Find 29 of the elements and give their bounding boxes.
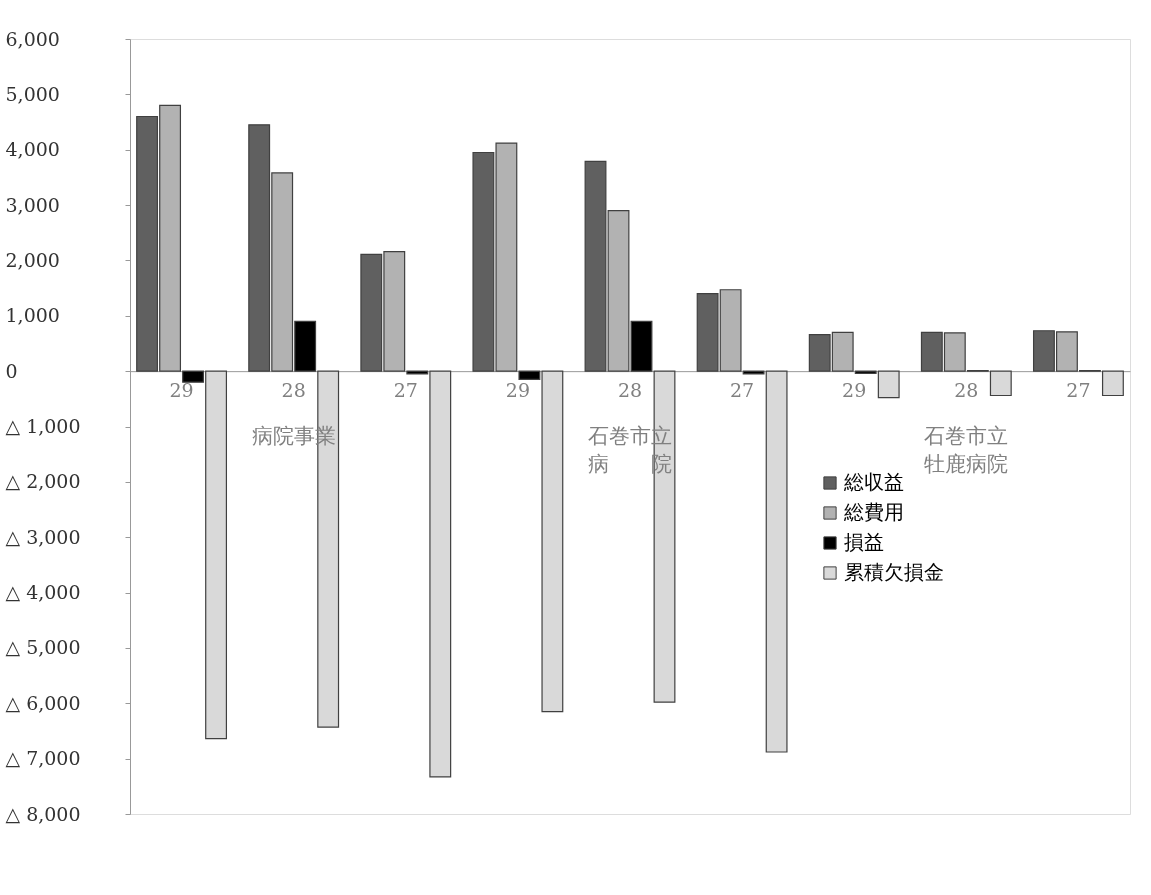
y-tick-label: 3,000 — [5, 193, 60, 216]
y-tick-label: △ 3,000 — [5, 525, 81, 548]
x-tick-label: 29 — [505, 378, 530, 401]
legend-label: 累積欠損金 — [844, 560, 944, 584]
y-tick-label: △ 6,000 — [5, 691, 81, 714]
y-tick-label: 1,000 — [5, 304, 60, 327]
y-tick-label: △ 4,000 — [5, 581, 81, 604]
legend-label: 総費用 — [843, 500, 904, 524]
y-tick-label: 5,000 — [5, 82, 60, 105]
y-tick-label: 4,000 — [5, 138, 60, 161]
y-tick-label: △ 1,000 — [5, 415, 81, 437]
x-tick-label: 27 — [1066, 378, 1091, 401]
x-tick-label: 27 — [393, 378, 418, 401]
x-tick-label: 28 — [617, 378, 643, 401]
annotation: 石巻市立牡鹿病院 — [924, 424, 1009, 477]
x-tick-label: 28 — [954, 378, 979, 401]
y-tick-label: △ 2,000 — [5, 470, 81, 493]
y-tick-label: △ 8,000 — [5, 802, 81, 825]
legend-label: 総収益 — [843, 470, 904, 494]
legend-label: 損益 — [844, 530, 884, 554]
y-tick-label: 2,000 — [5, 248, 60, 271]
y-tick-label: △ 7,000 — [5, 747, 81, 770]
x-tick-label: 28 — [281, 378, 306, 401]
y-tick-label: △ 5,000 — [5, 636, 81, 659]
x-tick-label: 29 — [169, 378, 194, 401]
y-tick-label: 0 — [5, 359, 18, 382]
y-tick-label: 6,000 — [5, 27, 60, 50]
x-tick-label: 29 — [842, 378, 867, 401]
x-tick-label: 27 — [730, 378, 755, 401]
